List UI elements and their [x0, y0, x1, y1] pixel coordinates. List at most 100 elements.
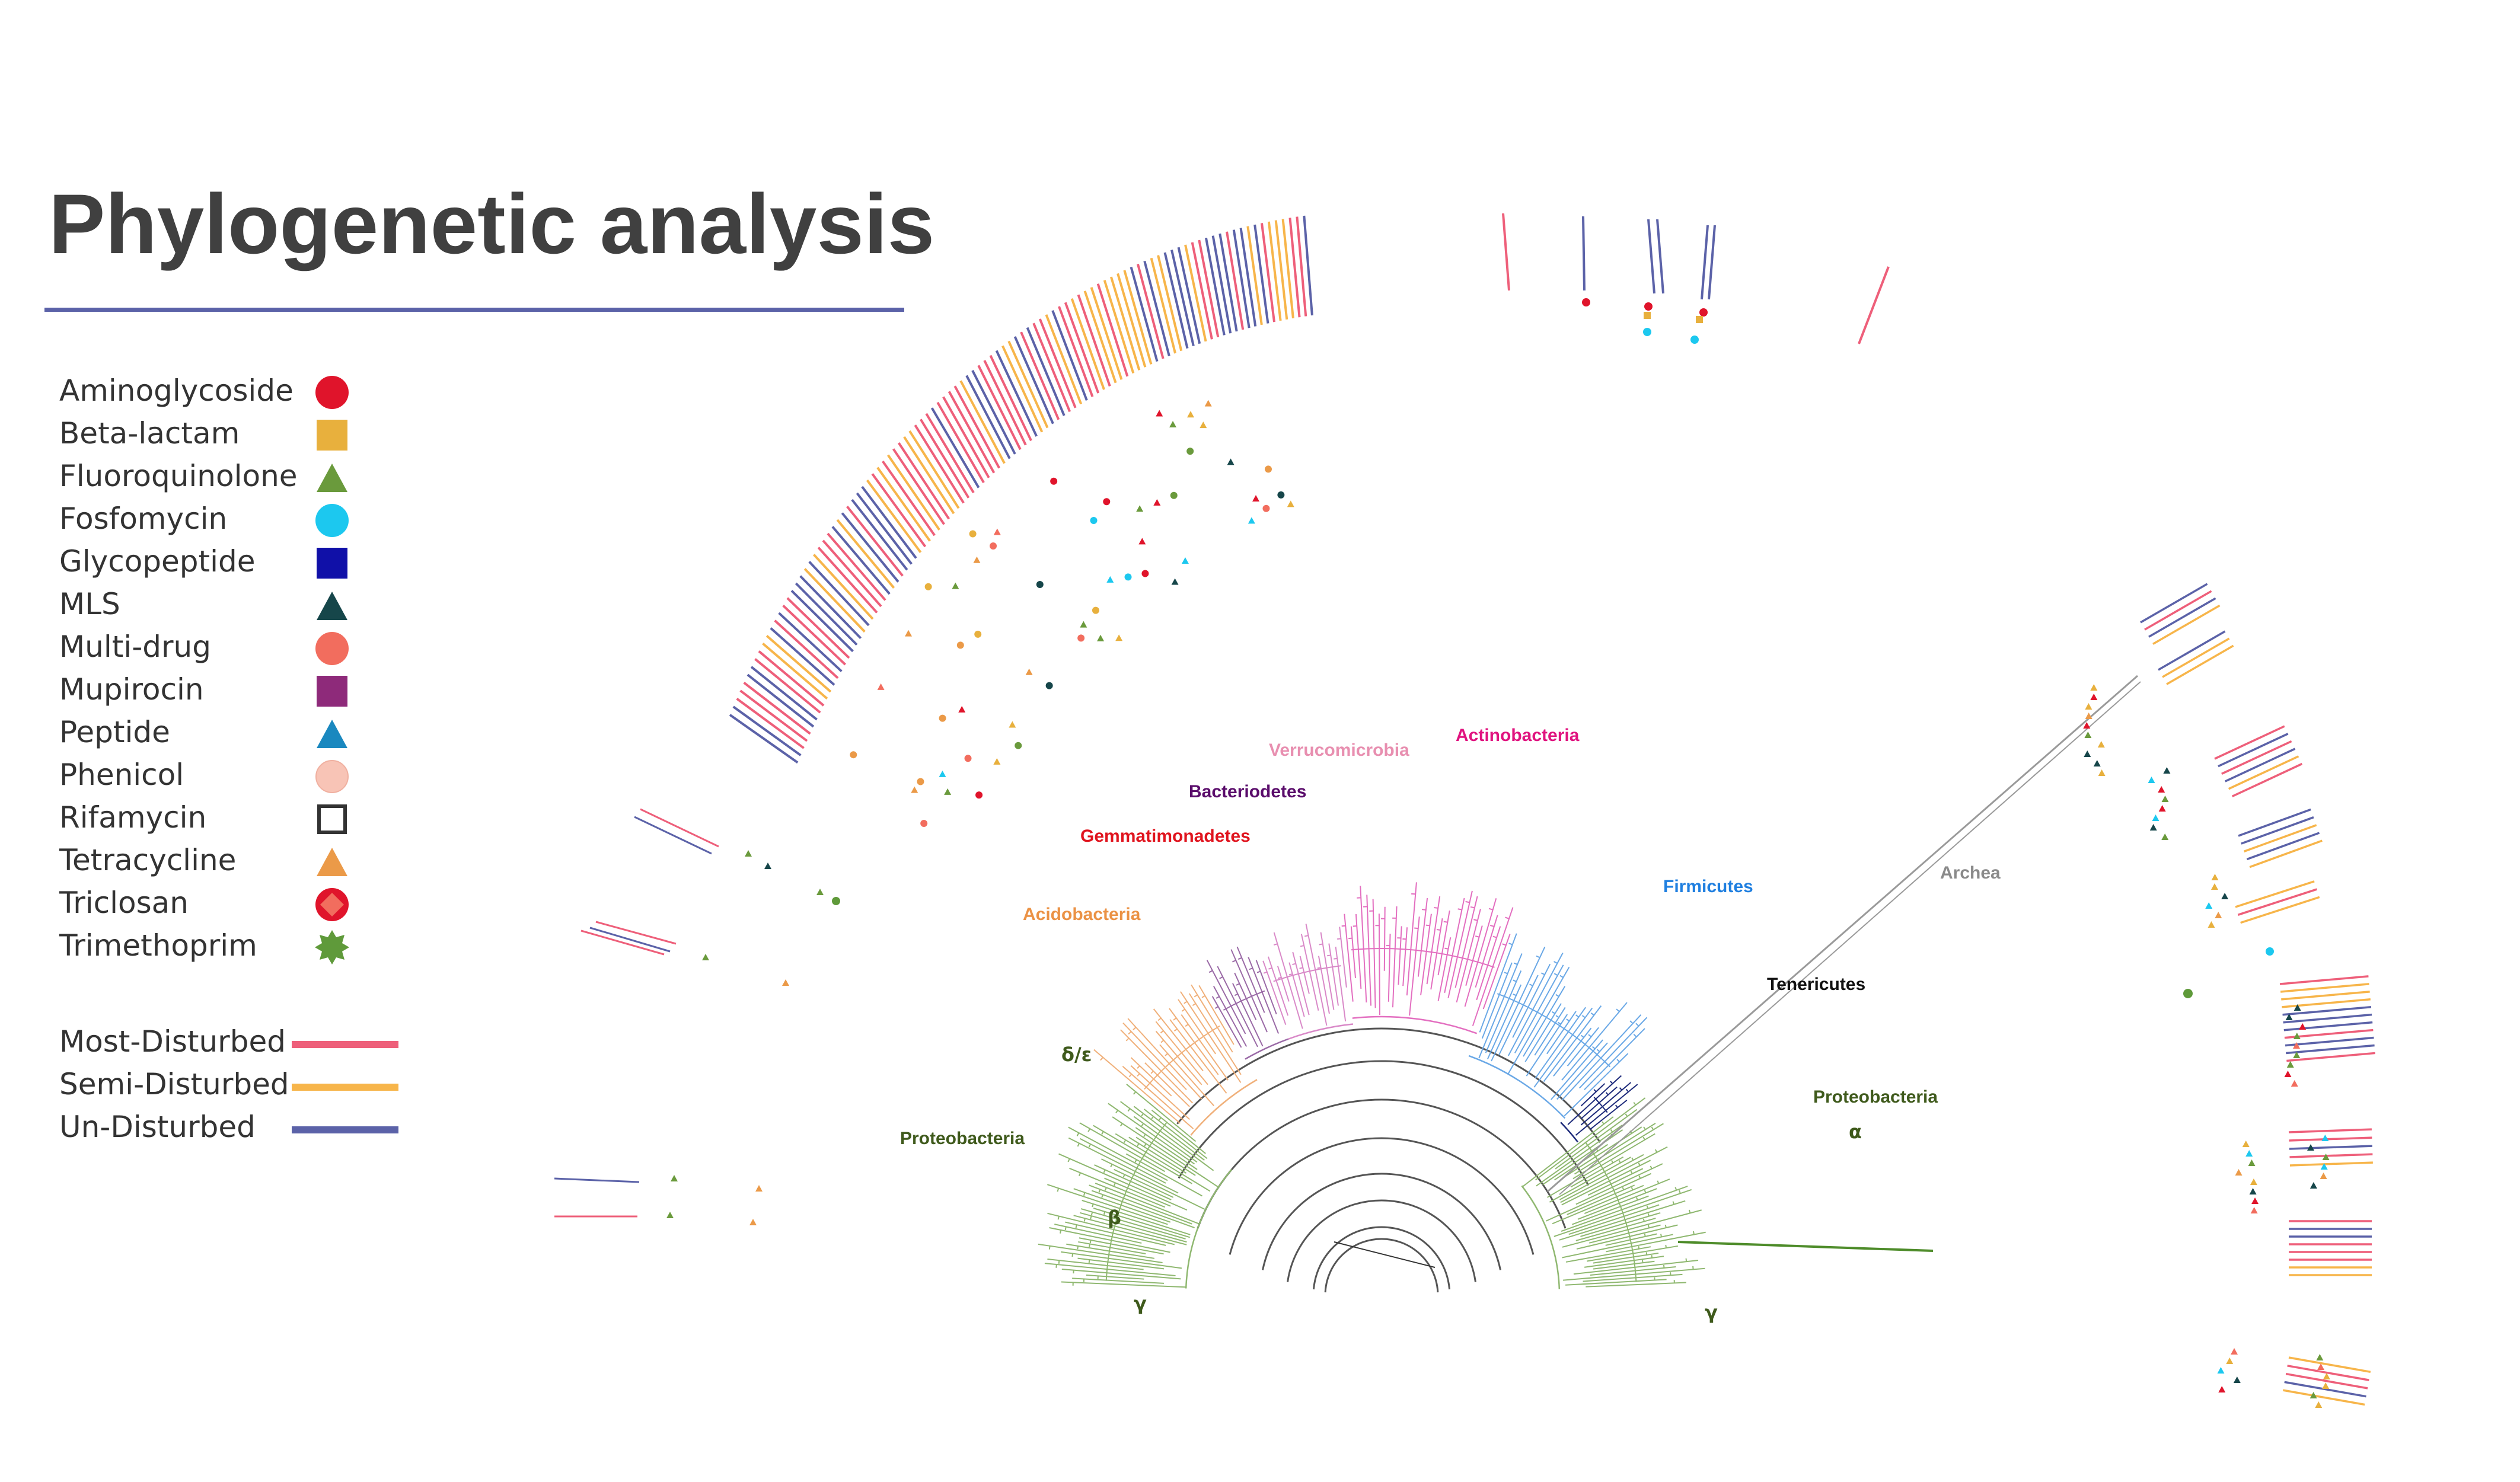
- clade-label-tenericutes: Tenericutes: [1767, 975, 1865, 994]
- tree-leaf-branch: [1318, 956, 1330, 1014]
- tree-leaf-branch: [1406, 882, 1417, 996]
- resistance-marker: [2235, 1169, 2243, 1176]
- tree-leaf-branch: [1078, 1241, 1146, 1254]
- tree-leaf-branch: [1638, 1246, 1640, 1249]
- resistance-marker: [2152, 815, 2159, 821]
- tree-leaf-branch: [1137, 1073, 1140, 1077]
- disturbance-line: [1143, 260, 1170, 356]
- tree-leaf-branch: [1237, 957, 1242, 960]
- disturbance-line: [786, 597, 850, 659]
- tree-leaf-branch: [1094, 1164, 1172, 1200]
- tree-leaf-branch: [1232, 960, 1236, 963]
- tree-leaf-branch: [1122, 1022, 1187, 1090]
- tree-leaf-branch: [1611, 1160, 1614, 1164]
- resistance-marker: [2158, 805, 2166, 812]
- tree-leaf-branch: [1095, 1183, 1199, 1225]
- tree-leaf-branch: [1533, 1007, 1593, 1088]
- disturbance-line: [1064, 302, 1100, 394]
- tree-leaf-branch: [1128, 1136, 1187, 1174]
- resistance-marker: [1050, 477, 1058, 485]
- tree-leaf-branch: [1072, 1277, 1165, 1284]
- resistance-marker: [2231, 1348, 2238, 1355]
- tree-leaf-branch: [1160, 1039, 1165, 1043]
- tree-leaf-branch: [1546, 1011, 1577, 1055]
- disturbance-line: [808, 561, 870, 627]
- tree-leaf-branch: [1636, 1197, 1638, 1200]
- resistance-marker: [702, 954, 709, 960]
- glycopeptide-square-icon: [317, 548, 347, 579]
- legend-item-beta-lactam: Beta-lactam: [59, 416, 391, 458]
- disturbance-line: [1109, 276, 1141, 370]
- tree-leaf-branch: [1317, 967, 1321, 969]
- disturbance-line: [942, 396, 990, 478]
- tree-leaf-branch: [1507, 952, 1564, 1056]
- tree-leaf-branch: [1642, 1136, 1645, 1141]
- beta-lactam-square-icon: [317, 420, 347, 451]
- tree-clade-arc: [1245, 1038, 1289, 1060]
- tree-subclade-arc: [1273, 965, 1341, 982]
- tree-leaf-branch: [1087, 1128, 1091, 1132]
- tree-leaf-branch: [1073, 1215, 1187, 1245]
- tree-leaf-branch: [1590, 1013, 1594, 1016]
- tree-clade-arc: [1468, 1055, 1566, 1119]
- legend-label: Un-Disturbed: [59, 1110, 256, 1144]
- disturbance-line: [822, 539, 882, 608]
- disturbance-line: [2218, 733, 2289, 768]
- disturbance-line: [1246, 226, 1263, 325]
- clade-labels: Verrucomicrobia Actinobacteria Bacteriod…: [900, 726, 2001, 1324]
- tree-leaf-branch: [1143, 1133, 1146, 1138]
- disturbance-line: [589, 927, 671, 953]
- resistance-marker: [1080, 621, 1087, 628]
- resistance-marker: [1138, 538, 1146, 545]
- resistance-marker: [2251, 1197, 2259, 1204]
- tree-leaf-branch: [1288, 962, 1305, 1017]
- resistance-marker: [1248, 517, 1255, 524]
- page-title: Phylogenetic analysis: [49, 177, 935, 272]
- disturbance-line: [2285, 1372, 2368, 1390]
- disturbance-line: [2288, 1128, 2372, 1133]
- tree-clade-arc: [1185, 1169, 1233, 1289]
- legend-label: Rifamycin: [59, 800, 207, 835]
- disturbance-line: [1163, 252, 1189, 349]
- clade-label-gamma-right: γ: [1705, 1301, 1718, 1324]
- tree-leaf-branch: [1456, 909, 1481, 1003]
- tree-leaf-branch: [1355, 914, 1362, 989]
- tree-leaf-branch: [1133, 1027, 1137, 1031]
- disturbance-line: [580, 930, 665, 956]
- tree-leaf-branch: [1551, 1011, 1555, 1014]
- resistance-marker: [952, 582, 959, 589]
- disturbance-line: [795, 582, 858, 646]
- tree-leaf-branch: [1565, 1246, 1651, 1263]
- tree-leaf-branch: [1061, 1281, 1186, 1288]
- tree-leaf-branch: [1651, 1126, 1654, 1130]
- disturbance-line: [892, 448, 945, 525]
- legend-label: Multi-drug: [59, 630, 211, 664]
- tree-leaf-branch: [1565, 1279, 1667, 1286]
- resistance-marker: [2323, 1373, 2330, 1379]
- tree-leaf-branch: [1646, 1205, 1649, 1209]
- tree-leaf-branch: [1504, 972, 1508, 975]
- resistance-marker: [2221, 893, 2229, 899]
- disturbance-line: [983, 360, 1027, 446]
- tree-leaf-branch: [1513, 994, 1517, 996]
- tree-leaf-branch: [1115, 1110, 1119, 1114]
- resistance-marker: [2286, 1061, 2294, 1068]
- tree-leaf-branch: [1568, 1204, 1660, 1235]
- tree-leaf-branch: [1561, 1002, 1628, 1081]
- resistance-marker: [975, 791, 983, 799]
- tree-leaf-branch: [1119, 1123, 1123, 1127]
- resistance-marker: [917, 778, 924, 785]
- tree-leaf-branch: [1089, 1184, 1192, 1225]
- resistance-marker: [993, 528, 1001, 535]
- resistance-marker: [2098, 769, 2106, 776]
- tree-leaf-branch: [1103, 1211, 1106, 1215]
- tree-leaf-branch: [1133, 1091, 1137, 1095]
- tree-leaf-branch: [1169, 1019, 1227, 1094]
- resistance-marker: [1200, 421, 1207, 429]
- legend-label: Most-Disturbed: [59, 1024, 286, 1059]
- tree-leaf-branch: [1625, 1113, 1628, 1117]
- tree-leaf-branch: [1169, 1008, 1219, 1075]
- tree-leaf-branch: [1647, 1225, 1650, 1228]
- tree-leaf-branch: [1437, 910, 1450, 976]
- resistance-marker: [877, 683, 885, 690]
